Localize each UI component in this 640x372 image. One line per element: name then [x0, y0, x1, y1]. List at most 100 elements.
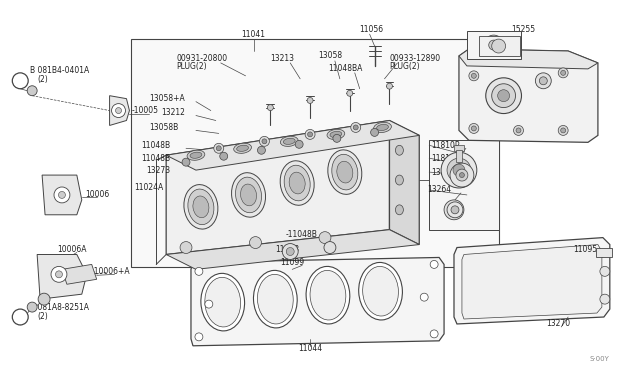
Circle shape [489, 40, 499, 50]
Polygon shape [429, 140, 499, 230]
Circle shape [540, 77, 547, 85]
Text: PLUG(2): PLUG(2) [176, 62, 207, 71]
Ellipse shape [253, 270, 297, 328]
Circle shape [180, 241, 192, 253]
Text: 13213: 13213 [270, 54, 294, 64]
Polygon shape [166, 121, 419, 170]
Ellipse shape [330, 131, 342, 137]
Circle shape [250, 237, 262, 248]
Circle shape [441, 152, 477, 188]
Polygon shape [42, 175, 82, 215]
Text: (2): (2) [37, 75, 48, 84]
Text: S·00Y: S·00Y [590, 356, 610, 362]
Polygon shape [191, 257, 444, 346]
Bar [479, 36, 520, 56]
Circle shape [259, 137, 269, 146]
Ellipse shape [201, 273, 244, 331]
Bar [596, 247, 612, 257]
Polygon shape [166, 230, 419, 269]
Text: 11041: 11041 [241, 30, 266, 39]
Circle shape [444, 200, 464, 220]
Polygon shape [166, 121, 390, 254]
Text: (2): (2) [37, 311, 48, 321]
Text: 11098: 11098 [275, 245, 300, 254]
Text: 13212: 13212 [161, 108, 185, 117]
Circle shape [257, 146, 266, 154]
Circle shape [558, 68, 568, 78]
Polygon shape [37, 254, 87, 299]
Circle shape [205, 300, 213, 308]
Circle shape [38, 293, 50, 305]
Text: -10006+A: -10006+A [92, 267, 131, 276]
Circle shape [453, 164, 465, 176]
Text: 15255: 15255 [511, 25, 536, 34]
Circle shape [561, 70, 566, 76]
Text: -11048B: -11048B [285, 230, 317, 239]
Ellipse shape [237, 145, 248, 151]
Circle shape [430, 330, 438, 338]
Circle shape [295, 140, 303, 148]
Circle shape [450, 163, 474, 187]
Circle shape [561, 128, 566, 133]
Circle shape [536, 73, 551, 89]
Circle shape [347, 90, 353, 96]
Ellipse shape [327, 129, 345, 140]
Text: 13270: 13270 [547, 320, 570, 328]
Ellipse shape [374, 122, 392, 132]
Text: 11048B: 11048B [141, 141, 170, 150]
Circle shape [600, 266, 610, 276]
Text: 13058B: 13058B [149, 123, 179, 132]
Circle shape [268, 105, 273, 110]
Ellipse shape [234, 143, 252, 153]
Circle shape [430, 260, 438, 268]
Ellipse shape [280, 161, 314, 205]
Polygon shape [454, 238, 610, 324]
Polygon shape [109, 96, 129, 125]
Circle shape [351, 122, 361, 132]
Circle shape [308, 132, 312, 137]
Circle shape [492, 84, 516, 108]
Ellipse shape [332, 154, 358, 190]
Circle shape [460, 173, 465, 177]
Text: 11099: 11099 [280, 258, 305, 267]
Polygon shape [462, 244, 602, 319]
Circle shape [56, 271, 63, 278]
Text: 00933-12890: 00933-12890 [390, 54, 440, 64]
Circle shape [12, 309, 28, 325]
Bar [467, 31, 522, 59]
Circle shape [469, 71, 479, 81]
Text: 00931-20800: 00931-20800 [176, 54, 227, 64]
Text: 11056: 11056 [360, 25, 384, 34]
Bar [456, 150, 462, 162]
Circle shape [307, 97, 313, 103]
Text: -10005: -10005 [131, 106, 159, 115]
Circle shape [58, 192, 65, 198]
Text: 11095: 11095 [573, 245, 597, 254]
Text: B: B [17, 312, 23, 321]
Text: B 081B4-0401A: B 081B4-0401A [30, 66, 90, 76]
Bar [454, 145, 464, 151]
Circle shape [305, 129, 315, 140]
Circle shape [484, 35, 504, 55]
Text: 11024A: 11024A [134, 183, 164, 192]
Circle shape [513, 125, 524, 135]
Ellipse shape [205, 278, 241, 327]
Circle shape [516, 128, 521, 133]
Circle shape [12, 73, 28, 89]
Text: PLUG(2): PLUG(2) [390, 62, 420, 71]
Ellipse shape [284, 138, 295, 144]
Ellipse shape [396, 205, 403, 215]
Text: 11044: 11044 [298, 344, 322, 353]
Ellipse shape [310, 270, 346, 320]
Circle shape [116, 108, 122, 113]
Circle shape [353, 125, 358, 130]
Circle shape [28, 302, 37, 312]
Circle shape [220, 152, 228, 160]
Text: 13273: 13273 [147, 166, 170, 174]
Circle shape [195, 267, 203, 275]
Text: 10006A: 10006A [57, 245, 86, 254]
Text: B 081A8-8251A: B 081A8-8251A [30, 302, 89, 312]
Circle shape [449, 205, 459, 215]
Ellipse shape [306, 266, 350, 324]
Circle shape [286, 247, 294, 256]
